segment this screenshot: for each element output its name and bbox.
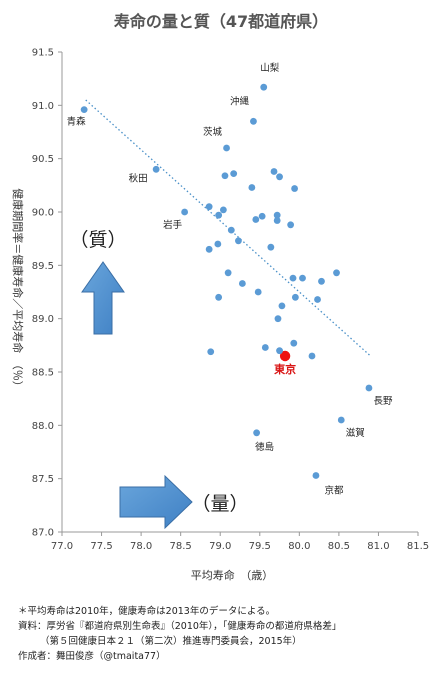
point-label: 山梨 <box>260 62 280 74</box>
y-tick-label: 91.0 <box>32 101 54 112</box>
x-tick-label: 78.0 <box>130 541 152 552</box>
data-point <box>235 237 242 245</box>
point-label: 青森 <box>67 116 87 128</box>
data-point <box>181 208 189 216</box>
data-point <box>219 206 227 214</box>
data-point <box>215 211 223 219</box>
data-point <box>238 280 246 287</box>
data-point <box>365 384 373 392</box>
x-tick-label: 79.0 <box>209 541 231 552</box>
y-axis-label: 健康期間率＝健康寿命／平均寿命 （％） <box>11 188 25 392</box>
data-point <box>276 173 283 181</box>
y-tick-label: 89.0 <box>32 314 54 325</box>
x-axis-label: 平均寿命 （歳） <box>191 568 274 582</box>
data-point <box>312 472 320 479</box>
point-label: 徳島 <box>255 441 274 453</box>
y-tick-label: 89.5 <box>32 261 54 272</box>
data-point <box>260 83 268 91</box>
data-point <box>152 165 160 173</box>
data-point <box>80 106 88 113</box>
data-point <box>290 339 298 347</box>
x-tick-label: 77.0 <box>51 541 73 552</box>
point-label: 長野 <box>373 396 393 407</box>
trendline-group <box>85 99 371 357</box>
quantity-annotation: （量） <box>191 493 248 515</box>
trendline <box>85 99 371 357</box>
data-point <box>258 212 266 220</box>
data-point <box>287 221 295 229</box>
data-point <box>253 429 261 437</box>
data-point <box>227 226 235 234</box>
note-line-4: 作成者：舞田俊彦（@tmaita77） <box>18 651 166 662</box>
y-tick-label: 88.0 <box>32 421 54 432</box>
footnotes: ＊平均寿命は2010年，健康寿命は2013年のデータによる。 資料：厚労省『都道… <box>18 604 438 664</box>
y-tick-label: 90.0 <box>32 208 54 219</box>
y-tick-label: 87.0 <box>32 528 54 539</box>
point-label: 沖縄 <box>230 95 250 107</box>
data-point <box>214 240 222 248</box>
data-point <box>223 144 230 152</box>
data-point <box>252 216 260 223</box>
y-tick-label: 87.5 <box>32 474 54 485</box>
scatter-chart: 77.0 77.5 78.0 78.5 79.0 79.5 80.0 80.5 81.0 81.5… <box>11 48 429 583</box>
data-point <box>270 168 278 175</box>
point-label: 岩手 <box>163 219 183 231</box>
point-label: 京都 <box>324 484 344 496</box>
note-line-2: 資料：厚労省『都道府県別生命表』（2010年），「健康寿命の都道府県格差」 <box>18 621 342 632</box>
quality-annotation: （質） <box>69 229 126 251</box>
x-tick-label: 79.5 <box>249 541 271 552</box>
y-tick-label: 88.5 <box>32 368 54 379</box>
data-point <box>207 348 215 356</box>
data-point <box>276 347 283 355</box>
data-point <box>314 296 321 303</box>
data-point <box>273 217 281 224</box>
point-label: 滋賀 <box>346 427 365 439</box>
note-line-1: ＊平均寿命は2010年，健康寿命は2013年のデータによる。 <box>18 606 276 617</box>
point-label: 東京 <box>274 362 296 376</box>
data-point <box>273 211 281 219</box>
x-tick-label: 81.0 <box>367 541 389 552</box>
data-point-highlight <box>279 350 291 362</box>
chart-ticks: 77.0 77.5 78.0 78.5 79.0 79.5 80.0 80.5 81.0 81.5… <box>32 48 429 553</box>
data-point <box>299 274 306 282</box>
data-point <box>224 269 232 277</box>
data-point <box>333 269 340 277</box>
data-point <box>254 288 262 296</box>
point-label: 秋田 <box>129 172 148 184</box>
data-point <box>261 344 269 351</box>
data-point <box>267 243 275 251</box>
note-line-3: （第５回健康日本２１（第二次）推進専門委員会，2015年） <box>40 636 302 647</box>
chart-title: 寿命の量と質（47都道府県） <box>113 12 329 31</box>
data-point <box>337 416 345 424</box>
data-point <box>291 185 298 192</box>
points-group <box>80 83 373 479</box>
point-label: 茨城 <box>203 126 223 138</box>
y-tick-label: 90.5 <box>32 154 54 165</box>
data-point <box>278 302 286 310</box>
data-point <box>248 184 256 191</box>
x-tick-label: 80.5 <box>328 541 350 552</box>
data-point <box>250 117 257 125</box>
x-tick-label: 77.5 <box>90 541 112 552</box>
chart-axes <box>61 52 418 533</box>
x-tick-label: 81.5 <box>407 541 429 552</box>
data-point <box>274 315 282 323</box>
data-point <box>221 172 229 180</box>
data-point <box>291 293 299 301</box>
data-point <box>205 245 213 253</box>
data-point <box>215 293 223 301</box>
data-point <box>318 277 325 285</box>
data-point <box>230 170 238 178</box>
data-point <box>205 203 213 211</box>
data-point <box>289 274 297 282</box>
data-point <box>308 352 316 360</box>
x-tick-label: 80.0 <box>288 541 310 552</box>
x-tick-label: 78.5 <box>170 541 192 552</box>
arrow-right-icon <box>119 474 193 530</box>
arrow-up-icon <box>81 261 125 335</box>
y-tick-label: 91.5 <box>32 48 54 59</box>
